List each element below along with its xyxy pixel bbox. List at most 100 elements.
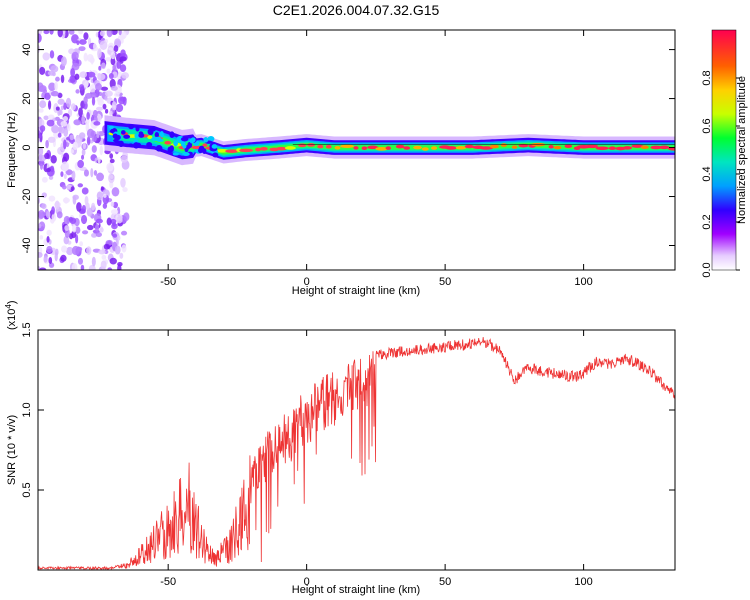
noise-speck [70, 186, 75, 191]
noise-speck [104, 90, 113, 97]
spectrogram-ytick-label: -40 [21, 238, 33, 254]
noise-speck [91, 256, 96, 267]
hot-spot [275, 146, 287, 151]
hot-spot [622, 146, 632, 150]
noise-speck [38, 223, 42, 229]
noise-speck [50, 90, 59, 97]
noise-speck [72, 224, 77, 233]
hot-spot [464, 144, 474, 149]
noise-speck [78, 246, 83, 252]
noise-speck [79, 132, 86, 140]
hot-spot [259, 147, 268, 151]
ridge-blob [197, 147, 203, 154]
noise-speck [60, 120, 68, 127]
noise-speck [78, 30, 84, 35]
noise-speck [48, 82, 56, 91]
noise-speck [45, 139, 49, 149]
hot-spot [385, 146, 392, 150]
spectrogram-xlabel: Height of straight line (km) [292, 285, 420, 297]
hot-spot [340, 144, 355, 149]
noise-speck [62, 116, 69, 122]
noise-speck [110, 57, 116, 66]
noise-speck [107, 267, 113, 270]
noise-speck [110, 218, 117, 225]
snr-plot-area [38, 337, 675, 570]
noise-speck [76, 40, 80, 46]
noise-speck [85, 92, 93, 99]
ridge-blob [180, 136, 189, 142]
noise-speck [47, 100, 52, 110]
noise-speck [71, 62, 80, 71]
noise-speck [60, 74, 65, 84]
noise-speck [122, 96, 127, 106]
ridge-blob [159, 130, 164, 138]
noise-speck [47, 70, 56, 76]
noise-speck [95, 224, 100, 232]
ridge-blob [155, 145, 163, 152]
noise-speck [65, 169, 73, 176]
noise-speck [120, 177, 126, 188]
noise-speck [109, 153, 114, 159]
noise-speck [62, 197, 70, 204]
ridge-blob [211, 144, 218, 149]
noise-speck [96, 97, 104, 103]
noise-speck [107, 42, 115, 52]
hot-spot [353, 146, 359, 150]
noise-speck [110, 85, 118, 91]
noise-speck [62, 185, 67, 190]
noise-speck [84, 81, 89, 88]
noise-speck [80, 264, 85, 270]
ridge-blob [154, 131, 160, 138]
noise-speck [120, 155, 128, 163]
ridge-blob [203, 137, 209, 143]
noise-speck [84, 195, 89, 206]
snr-scale-suffix: ) [6, 300, 18, 304]
noise-speck [38, 197, 41, 204]
noise-speck [105, 108, 109, 114]
noise-speck [121, 244, 127, 253]
ridge-blob [172, 152, 180, 156]
noise-speck [87, 71, 96, 78]
noise-speck [77, 159, 85, 169]
noise-speck [38, 133, 42, 139]
noise-speck [110, 51, 116, 60]
snr-series-line [38, 337, 675, 570]
snr-ytick-label: 1.0 [21, 402, 33, 417]
noise-speck [39, 100, 47, 109]
noise-speck [93, 42, 97, 51]
noise-speck [72, 141, 79, 151]
hot-spot [239, 148, 253, 153]
noise-speck [112, 233, 118, 238]
noise-speck [50, 65, 59, 73]
colorbar: 0.0 0.2 0.4 0.6 0.8 Normalized spectral ampl… [701, 29, 748, 278]
spectrogram-frame [37, 29, 676, 271]
noise-speck [103, 193, 107, 198]
noise-speck [69, 75, 76, 83]
noise-speck [43, 89, 48, 94]
hot-spot [500, 143, 507, 147]
snr-axes: -50 0 50 100 0.5 1.0 1.5 [21, 322, 675, 588]
noise-speck [42, 52, 50, 61]
spectrogram-xtick-label: 100 [574, 276, 592, 288]
noise-speck [58, 109, 63, 116]
noise-speck [99, 40, 108, 51]
noise-speck [46, 229, 52, 236]
noise-speck [97, 72, 102, 80]
noise-speck [110, 201, 115, 207]
spectrogram-ytick-label: 40 [21, 43, 33, 55]
ridge-blob [128, 124, 134, 130]
noise-speck [118, 30, 122, 36]
hot-spot [511, 145, 518, 149]
spectrogram-panel: -50 0 50 100 -40 -20 0 20 40 Height of straight … [6, 29, 676, 297]
noise-speck [49, 30, 54, 35]
noise-speck [90, 55, 94, 65]
noise-speck [96, 106, 104, 111]
noise-speck [55, 106, 60, 111]
noise-speck [83, 32, 89, 40]
spectrogram-xtick-label: 50 [439, 276, 451, 288]
noise-speck [79, 71, 88, 79]
spectrogram-ylabel: Frequency (Hz) [6, 112, 18, 188]
hot-spot [455, 145, 467, 150]
noise-speck [100, 260, 107, 270]
noise-speck [66, 246, 74, 256]
